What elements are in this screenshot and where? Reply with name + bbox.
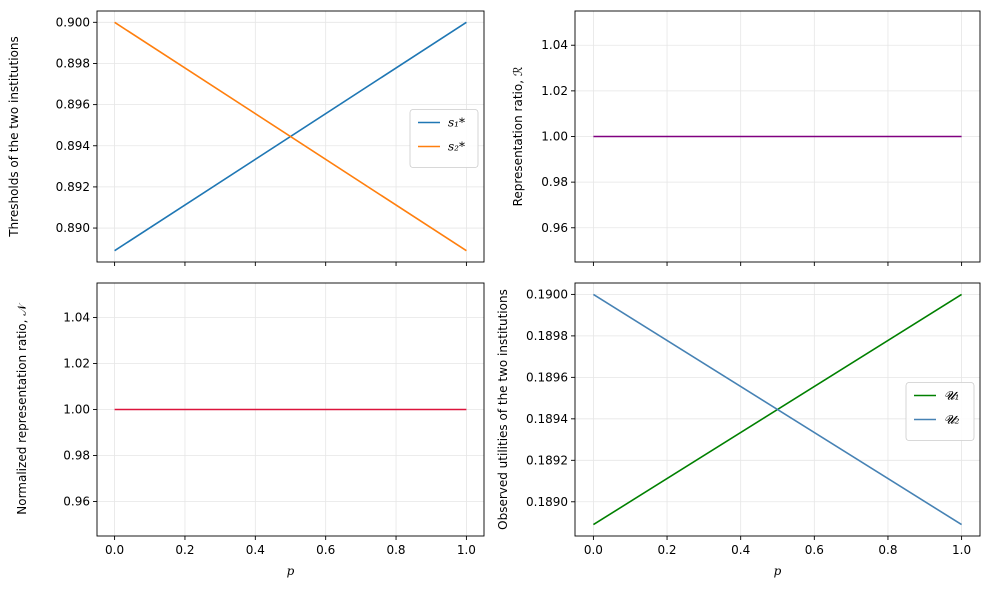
x-axis-label: p [774, 564, 782, 578]
x-tick-label: 0.6 [316, 543, 335, 557]
x-tick-label: 0.2 [657, 543, 676, 557]
y-axis-label: Observed utilities of the two institutio… [496, 289, 510, 530]
legend-label: s₁* [448, 116, 465, 130]
y-axis-label: Thresholds of the two institutions [7, 36, 21, 238]
x-axis-label: p [287, 564, 295, 578]
y-tick-label: 0.898 [56, 56, 90, 70]
y-tick-label: 0.98 [541, 175, 568, 189]
y-tick-label: 1.02 [541, 84, 568, 98]
legend-label: s₂* [448, 140, 465, 154]
y-tick-label: 0.1890 [526, 495, 568, 509]
y-tick-label: 0.900 [56, 15, 90, 29]
x-tick-label: 1.0 [457, 543, 476, 557]
y-tick-label: 0.1900 [526, 287, 568, 301]
series-line-2 [592, 293, 963, 526]
y-tick-label: 1.02 [63, 357, 90, 371]
y-tick-label: 0.892 [56, 180, 90, 194]
series-line-2 [114, 21, 467, 252]
axes-frame [96, 10, 485, 263]
legend-label: 𝓤₂ [944, 413, 960, 427]
panel-bottom-right: 0.0 0.2 0.4 0.6 0.8 1.0 0.1890 0.1892 0.1894 0.18… [496, 282, 981, 578]
y-tick-label: 0.98 [63, 449, 90, 463]
y-tick-label: 1.00 [541, 130, 568, 144]
y-tick-label: 1.00 [63, 403, 90, 417]
y-tick-label: 0.96 [63, 495, 90, 509]
y-tick-label: 0.896 [56, 98, 90, 112]
x-tick-label: 0.6 [805, 543, 824, 557]
y-tick-label: 0.1896 [526, 370, 568, 384]
x-tick-label: 0.4 [246, 543, 265, 557]
y-tick-label: 0.894 [56, 139, 90, 153]
y-tick-label: 1.04 [63, 311, 90, 325]
x-tick-label: 0.0 [105, 543, 124, 557]
x-tick-label: 0.0 [584, 543, 603, 557]
legend-box [905, 382, 975, 441]
legend: s₁* s₂* [409, 109, 479, 168]
x-tick-label: 0.8 [386, 543, 405, 557]
legend-box [409, 109, 479, 168]
y-tick-label: 0.96 [541, 221, 568, 235]
x-tick-label: 0.2 [175, 543, 194, 557]
y-tick-label: 0.1898 [526, 329, 568, 343]
y-tick-label: 1.04 [541, 38, 568, 52]
x-tick-label: 1.0 [952, 543, 971, 557]
axes-frame [574, 282, 981, 537]
x-tick-label: 0.4 [731, 543, 750, 557]
x-tick-label: 0.8 [878, 543, 897, 557]
y-axis-label: Representation ratio, ℛ [511, 66, 525, 206]
legend: 𝓤₁ 𝓤₂ [905, 382, 975, 441]
panel-top-right: 0.96 0.98 1.00 1.02 1.04 Representation ratio… [511, 10, 981, 266]
y-tick-label: 0.890 [56, 221, 90, 235]
legend-label: 𝓤₁ [944, 389, 959, 403]
panel-top-left: 0.890 0.892 0.894 0.896 0.898 0.900 Thresholds… [7, 10, 485, 266]
panel-bottom-left: 0.0 0.2 0.4 0.6 0.8 1.0 0.96 0.98 1.00 1.02 1.04 No… [15, 282, 485, 578]
y-tick-label: 0.1894 [526, 412, 568, 426]
y-tick-label: 0.1892 [526, 453, 568, 467]
y-axis-label: Normalized representation ratio, 𝒩 [15, 302, 29, 515]
